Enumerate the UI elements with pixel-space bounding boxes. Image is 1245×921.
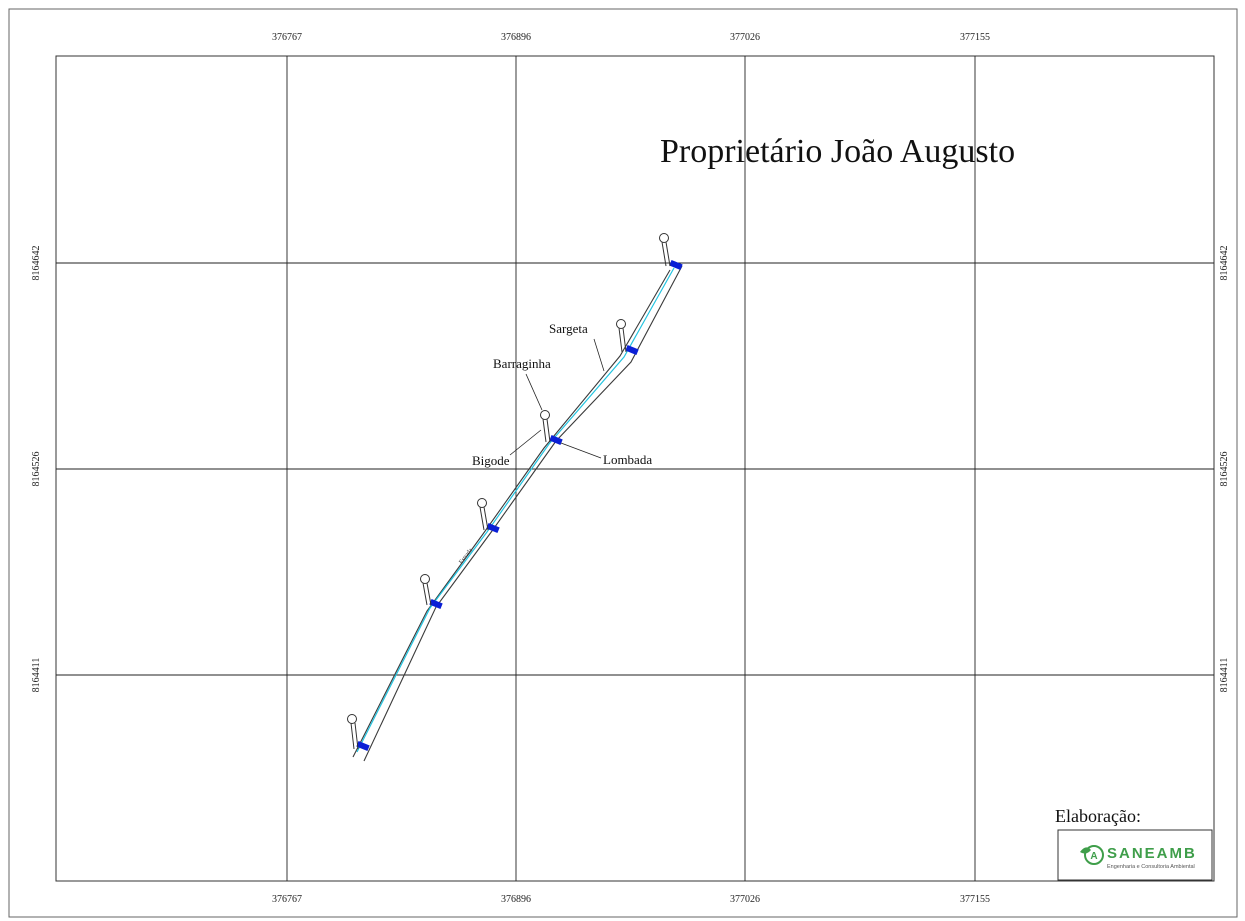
sargeta-label: Sargeta (549, 321, 588, 336)
lombada-marker (429, 598, 443, 610)
x-tick-bottom-4: 377155 (960, 894, 990, 905)
x-tick-bottom-3: 377026 (730, 894, 760, 905)
bigode-channel (422, 582, 432, 606)
lombadas (356, 259, 683, 752)
logo-tagline: Engenharia e Consultoria Ambiental (1107, 864, 1195, 870)
company-logo: A SANEAMB Engenharia e Consultoria Ambie… (1057, 829, 1213, 881)
y-tick-left-3: 8164411 (31, 658, 42, 693)
barraginha (616, 319, 626, 329)
bigode-leader (509, 429, 542, 456)
map-title: Proprietário João Augusto (660, 133, 1015, 170)
lombada-leader (560, 442, 602, 459)
barraginha-leader (525, 373, 543, 411)
y-tick-left-1: 8164642 (31, 246, 42, 281)
road (352, 265, 683, 762)
credits-label: Elaboração: (1055, 806, 1141, 826)
map-frame (55, 55, 1215, 882)
y-tick-left-2: 8164526 (31, 452, 42, 487)
bigode-channel (350, 722, 359, 750)
lombada-marker (486, 522, 500, 534)
y-tick-right-1: 8164642 (1219, 246, 1230, 281)
bigode-channel (479, 506, 489, 531)
road-edge-left (352, 269, 671, 758)
sheet-border (8, 8, 1238, 918)
logo-name: SANEAMB (1107, 845, 1197, 862)
barraginha (477, 498, 487, 508)
x-tick-top-1: 376767 (272, 32, 302, 43)
barraginha (659, 233, 669, 243)
sargeta-line (356, 267, 675, 753)
barraginha (540, 410, 550, 420)
x-tick-bottom-1: 376767 (272, 894, 302, 905)
leader-lines (509, 338, 605, 459)
sargeta-leader (593, 338, 605, 372)
barraginha (420, 574, 430, 584)
lombada-marker (625, 344, 639, 356)
barraginha (347, 714, 357, 724)
lombada-marker (549, 434, 563, 446)
bigode-channel (542, 418, 551, 443)
bigode-label: Bigode (472, 453, 510, 468)
logo-emblem-letter: A (1090, 851, 1097, 862)
y-tick-right-2: 8164526 (1219, 452, 1230, 487)
x-tick-top-3: 377026 (730, 32, 760, 43)
lombada-label: Lombada (603, 452, 652, 467)
x-tick-bottom-2: 376896 (501, 894, 531, 905)
x-tick-top-2: 376896 (501, 32, 531, 43)
x-tick-top-4: 377155 (960, 32, 990, 43)
barraginha-label: Barraginha (493, 356, 551, 371)
logo-emblem-icon (1084, 845, 1104, 865)
logo-box (1057, 829, 1213, 881)
lombada-marker (356, 740, 370, 752)
y-tick-right-3: 8164411 (1219, 658, 1230, 693)
lombada-marker (669, 259, 683, 271)
leaf-icon (1080, 847, 1091, 854)
bigode-channel (618, 327, 627, 353)
bigode-channel (661, 241, 671, 267)
barraginhas (347, 233, 671, 750)
grid-lines (56, 56, 1214, 881)
road-edge-right (363, 265, 683, 762)
